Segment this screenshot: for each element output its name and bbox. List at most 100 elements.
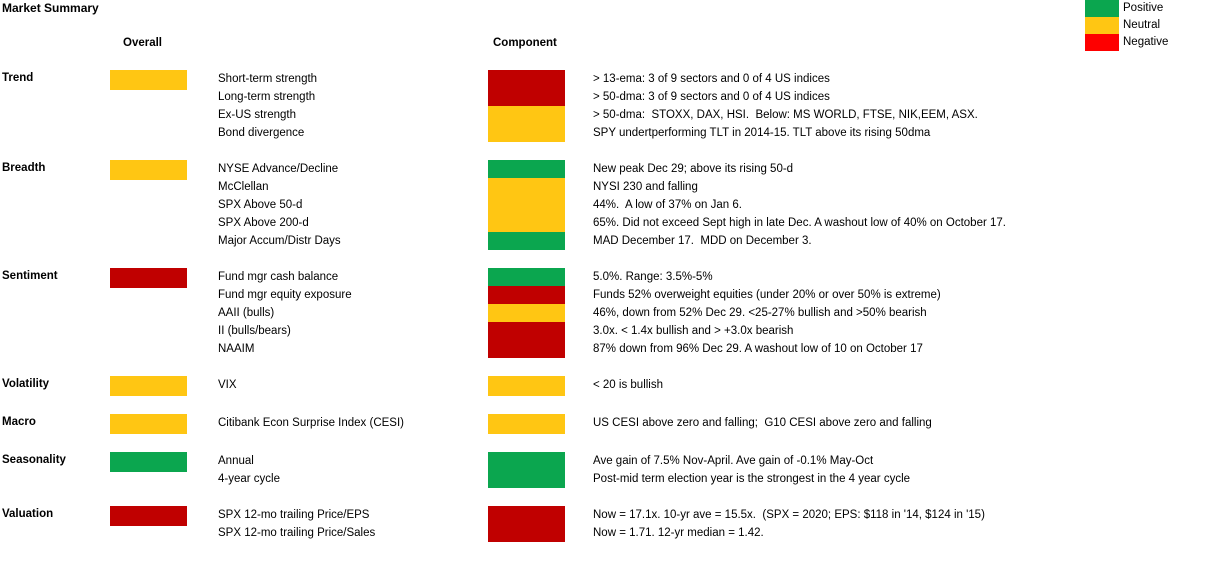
category-label: Breadth [2, 162, 46, 174]
component-description: < 20 is bullish [593, 379, 663, 391]
section-valuation: Valuation SPX 12-mo trailing Price/EPS SPX… [0, 506, 1218, 542]
component-name: Fund mgr equity exposure [218, 289, 352, 301]
component-status-swatch-neutral [488, 414, 565, 434]
legend-swatch-neutral-icon [1085, 17, 1119, 34]
component-descriptions: < 20 is bullish [593, 376, 1218, 394]
legend-swatch-positive-icon [1085, 0, 1119, 17]
component-names: Short-term strength Long-term strength Ex-… [218, 70, 486, 142]
component-status-stack [488, 452, 565, 488]
section-macro: Macro Citibank Econ Surprise Index (CESI)… [0, 414, 1218, 434]
component-description: > 13-ema: 3 of 9 sectors and 0 of 4 US i… [593, 73, 830, 85]
component-name: Annual [218, 455, 254, 467]
component-names: Fund mgr cash balance Fund mgr equity exp… [218, 268, 486, 358]
section-seasonality: Seasonality Annual 4-year cycle Ave gain of… [0, 452, 1218, 488]
overall-status-swatch-negative [110, 268, 187, 288]
component-status-stack [488, 70, 565, 142]
section-volatility: Volatility VIX < 20 is bullish [0, 376, 1218, 396]
component-status-stack [488, 268, 565, 358]
component-name: NYSE Advance/Decline [218, 163, 339, 175]
component-name: Fund mgr cash balance [218, 271, 339, 283]
component-description: 87% down from 96% Dec 29. A washout low … [593, 343, 923, 355]
component-descriptions: Ave gain of 7.5% Nov-April. Ave gain of … [593, 452, 1218, 488]
category-label: Sentiment [2, 270, 58, 282]
component-description: New peak Dec 29; above its rising 50-d [593, 163, 794, 175]
category-label: Macro [2, 416, 36, 428]
component-description: Funds 52% overweight equities (under 20%… [593, 289, 941, 301]
category-label: Trend [2, 72, 34, 84]
component-status-swatch-neutral [488, 376, 565, 396]
component-description: Now = 17.1x. 10-yr ave = 15.5x. (SPX = 2… [593, 509, 985, 521]
component-name: McClellan [218, 181, 269, 193]
component-status-stack [488, 414, 565, 434]
component-status-stack [488, 160, 565, 250]
component-status-swatch-positive [488, 268, 565, 286]
component-name: SPX 12-mo trailing Price/EPS [218, 509, 370, 521]
component-name: VIX [218, 379, 237, 391]
component-descriptions: Now = 17.1x. 10-yr ave = 15.5x. (SPX = 2… [593, 506, 1218, 542]
legend-label-neutral: Neutral [1123, 19, 1161, 31]
component-name: Major Accum/Distr Days [218, 235, 341, 247]
status-legend: Positive Neutral Negative [1085, 0, 1168, 51]
component-descriptions: US CESI above zero and falling; G10 CESI… [593, 414, 1218, 432]
component-names: VIX [218, 376, 486, 394]
component-name: Citibank Econ Surprise Index (CESI) [218, 417, 404, 429]
overall-column-header: Overall [123, 37, 162, 49]
component-description: 5.0%. Range: 3.5%-5% [593, 271, 713, 283]
component-status-swatch-negative [488, 322, 565, 358]
section-trend: Trend Short-term strength Long-term streng… [0, 70, 1218, 142]
legend-label-positive: Positive [1123, 2, 1164, 14]
component-status-stack [488, 376, 565, 396]
component-descriptions: 5.0%. Range: 3.5%-5% Funds 52% overweight… [593, 268, 1218, 358]
section-breadth: Breadth NYSE Advance/Decline McClellan SPX … [0, 160, 1218, 250]
section-sentiment: Sentiment Fund mgr cash balance Fund mgr e… [0, 268, 1218, 358]
component-description: > 50-dma: STOXX, DAX, HSI. Below: MS WOR… [593, 109, 978, 121]
category-label: Seasonality [2, 454, 66, 466]
overall-status-swatch-neutral [110, 376, 187, 396]
component-name: SPX Above 50-d [218, 199, 303, 211]
legend-item-positive: Positive [1085, 0, 1168, 17]
component-description: > 50-dma: 3 of 9 sectors and 0 of 4 US i… [593, 91, 830, 103]
page-title: Market Summary [2, 1, 99, 15]
component-description: Now = 1.71. 12-yr median = 1.42. [593, 527, 764, 539]
component-descriptions: New peak Dec 29; above its rising 50-d NY… [593, 160, 1218, 250]
component-description: Post-mid term election year is the stron… [593, 473, 911, 485]
component-name: Short-term strength [218, 73, 318, 85]
component-name: Long-term strength [218, 91, 316, 103]
component-status-stack [488, 506, 565, 542]
component-description: US CESI above zero and falling; G10 CESI… [593, 417, 932, 429]
component-description: Ave gain of 7.5% Nov-April. Ave gain of … [593, 455, 874, 467]
component-description: 3.0x. < 1.4x bullish and > +3.0x bearish [593, 325, 794, 337]
component-name: SPX Above 200-d [218, 217, 309, 229]
component-names: SPX 12-mo trailing Price/EPS SPX 12-mo tr… [218, 506, 486, 542]
component-description: NYSI 230 and falling [593, 181, 698, 193]
component-name: AAII (bulls) [218, 307, 275, 319]
component-name: Bond divergence [218, 127, 305, 139]
component-name: NAAIM [218, 343, 255, 355]
component-status-swatch-negative [488, 70, 565, 106]
component-name: 4-year cycle [218, 473, 280, 485]
component-description: 46%, down from 52% Dec 29. <25-27% bulli… [593, 307, 927, 319]
component-names: Citibank Econ Surprise Index (CESI) [218, 414, 486, 432]
component-description: SPY undertperforming TLT in 2014-15. TLT… [593, 127, 931, 139]
component-status-swatch-positive [488, 160, 565, 178]
legend-swatch-negative-icon [1085, 34, 1119, 51]
component-status-swatch-neutral [488, 178, 565, 232]
component-status-swatch-positive [488, 452, 565, 488]
component-name: Ex-US strength [218, 109, 296, 121]
legend-item-neutral: Neutral [1085, 17, 1168, 34]
legend-item-negative: Negative [1085, 34, 1168, 51]
component-status-swatch-neutral [488, 304, 565, 322]
component-names: NYSE Advance/Decline McClellan SPX Above 5… [218, 160, 486, 250]
component-description: 65%. Did not exceed Sept high in late De… [593, 217, 1006, 229]
component-status-swatch-positive [488, 232, 565, 250]
component-status-swatch-neutral [488, 106, 565, 142]
legend-label-negative: Negative [1123, 36, 1169, 48]
overall-status-swatch-positive [110, 452, 187, 472]
component-status-swatch-negative [488, 506, 565, 542]
component-names: Annual 4-year cycle [218, 452, 486, 488]
category-label: Valuation [2, 508, 54, 520]
overall-status-swatch-neutral [110, 70, 187, 90]
component-status-swatch-negative [488, 286, 565, 304]
component-column-header: Component [493, 37, 557, 49]
